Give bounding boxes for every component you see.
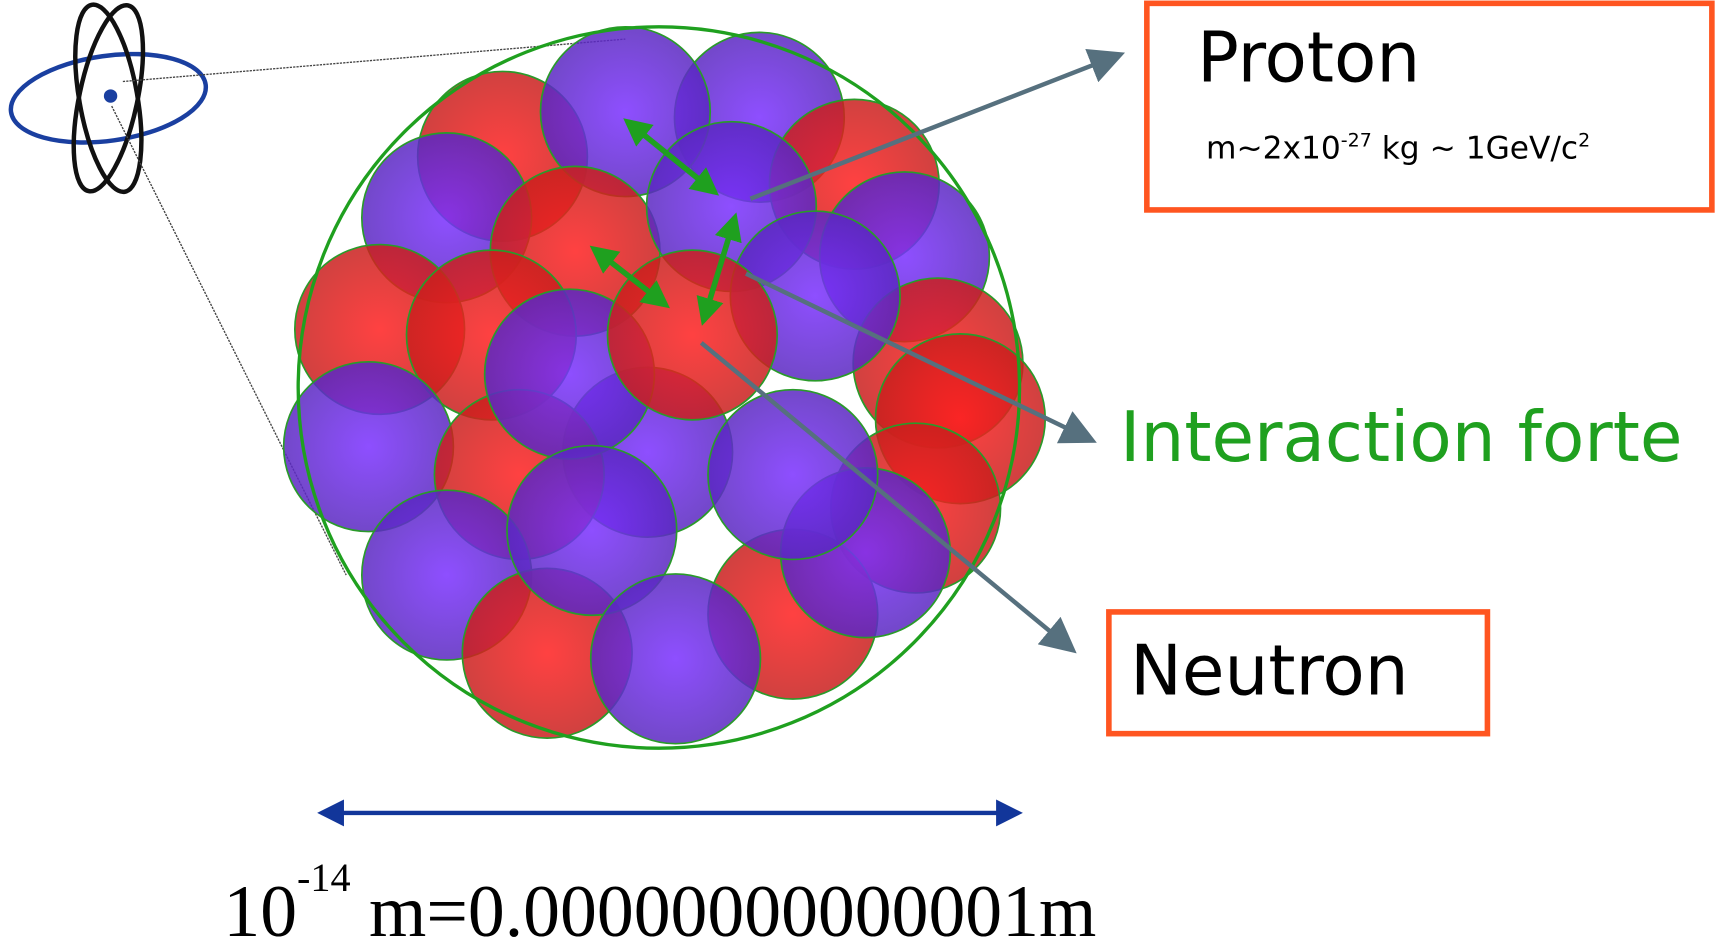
scale-base: 10	[223, 870, 297, 938]
neutron-sphere	[707, 388, 879, 561]
scale-rest: m=0.00000000000001m	[351, 870, 1097, 938]
scale-label: 10-14 m=0.00000000000001m	[223, 855, 1096, 938]
neutron-box	[1106, 609, 1491, 737]
mass-suffix: kg ~ 1GeV/c	[1372, 131, 1578, 167]
neutron-sphere	[506, 444, 678, 617]
proton-box	[1144, 0, 1715, 213]
proton-mass: m~2x10-27 kg ~ 1GeV/c2	[1206, 129, 1590, 166]
nucleus	[282, 25, 1047, 745]
unit-exponent: 2	[1578, 129, 1590, 151]
proton-label: Proton	[1197, 19, 1420, 99]
neutron-label: Neutron	[1130, 632, 1409, 712]
interaction-arrows	[589, 118, 742, 326]
scale-exponent: -14	[297, 855, 351, 900]
pointer-arrows	[699, 48, 1126, 654]
atom-icon	[8, 2, 209, 195]
mass-exponent: -27	[1341, 129, 1372, 151]
interaction-label: Interaction forte	[1120, 398, 1682, 478]
neutron-sphere	[589, 573, 762, 745]
nucleus-outline	[296, 25, 1022, 750]
mass-prefix: m~2x10	[1206, 131, 1341, 167]
